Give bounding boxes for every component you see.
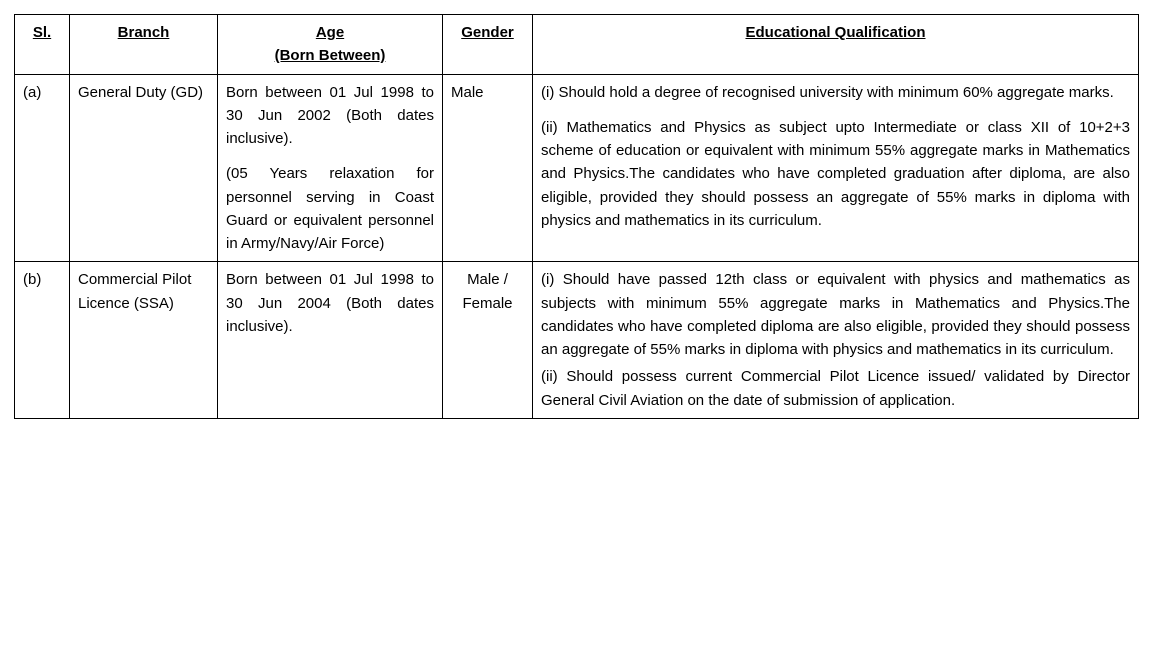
age-para-2: (05 Years relaxation for personnel servi… [226,162,434,255]
age-para-1: Born between 01 Jul 1998 to 30 Jun 2004 … [226,268,434,338]
age-para-1: Born between 01 Jul 1998 to 30 Jun 2002 … [226,81,434,151]
col-header-age-line2: (Born Between) [275,47,386,64]
cell-branch: Commercial Pilot Licence (SSA) [70,262,218,419]
cell-qual: (i) Should hold a degree of recognised u… [533,74,1139,262]
qual-para-1: (i) Should hold a degree of recognised u… [541,81,1130,104]
col-header-gender: Gender [443,15,533,75]
cell-qual: (i) Should have passed 12th class or equ… [533,262,1139,419]
cell-gender: Male / Female [443,262,533,419]
eligibility-table: Sl. Branch Age (Born Between) Gender Edu… [14,14,1139,419]
cell-age: Born between 01 Jul 1998 to 30 Jun 2004 … [218,262,443,419]
col-header-sl: Sl. [15,15,70,75]
qual-para-2: (ii) Mathematics and Physics as subject … [541,116,1130,232]
qual-para-2: (ii) Should possess current Commercial P… [541,365,1130,412]
table-row: (a) General Duty (GD) Born between 01 Ju… [15,74,1139,262]
col-header-sl-text: Sl [33,24,47,41]
col-header-branch: Branch [70,15,218,75]
table-row: (b) Commercial Pilot Licence (SSA) Born … [15,262,1139,419]
cell-sl: (b) [15,262,70,419]
cell-gender: Male [443,74,533,262]
col-header-qual: Educational Qualification [533,15,1139,75]
table-header: Sl. Branch Age (Born Between) Gender Edu… [15,15,1139,75]
cell-branch: General Duty (GD) [70,74,218,262]
cell-age: Born between 01 Jul 1998 to 30 Jun 2002 … [218,74,443,262]
col-header-age: Age (Born Between) [218,15,443,75]
qual-para-1: (i) Should have passed 12th class or equ… [541,268,1130,361]
col-header-age-line1: Age [316,24,344,41]
cell-sl: (a) [15,74,70,262]
